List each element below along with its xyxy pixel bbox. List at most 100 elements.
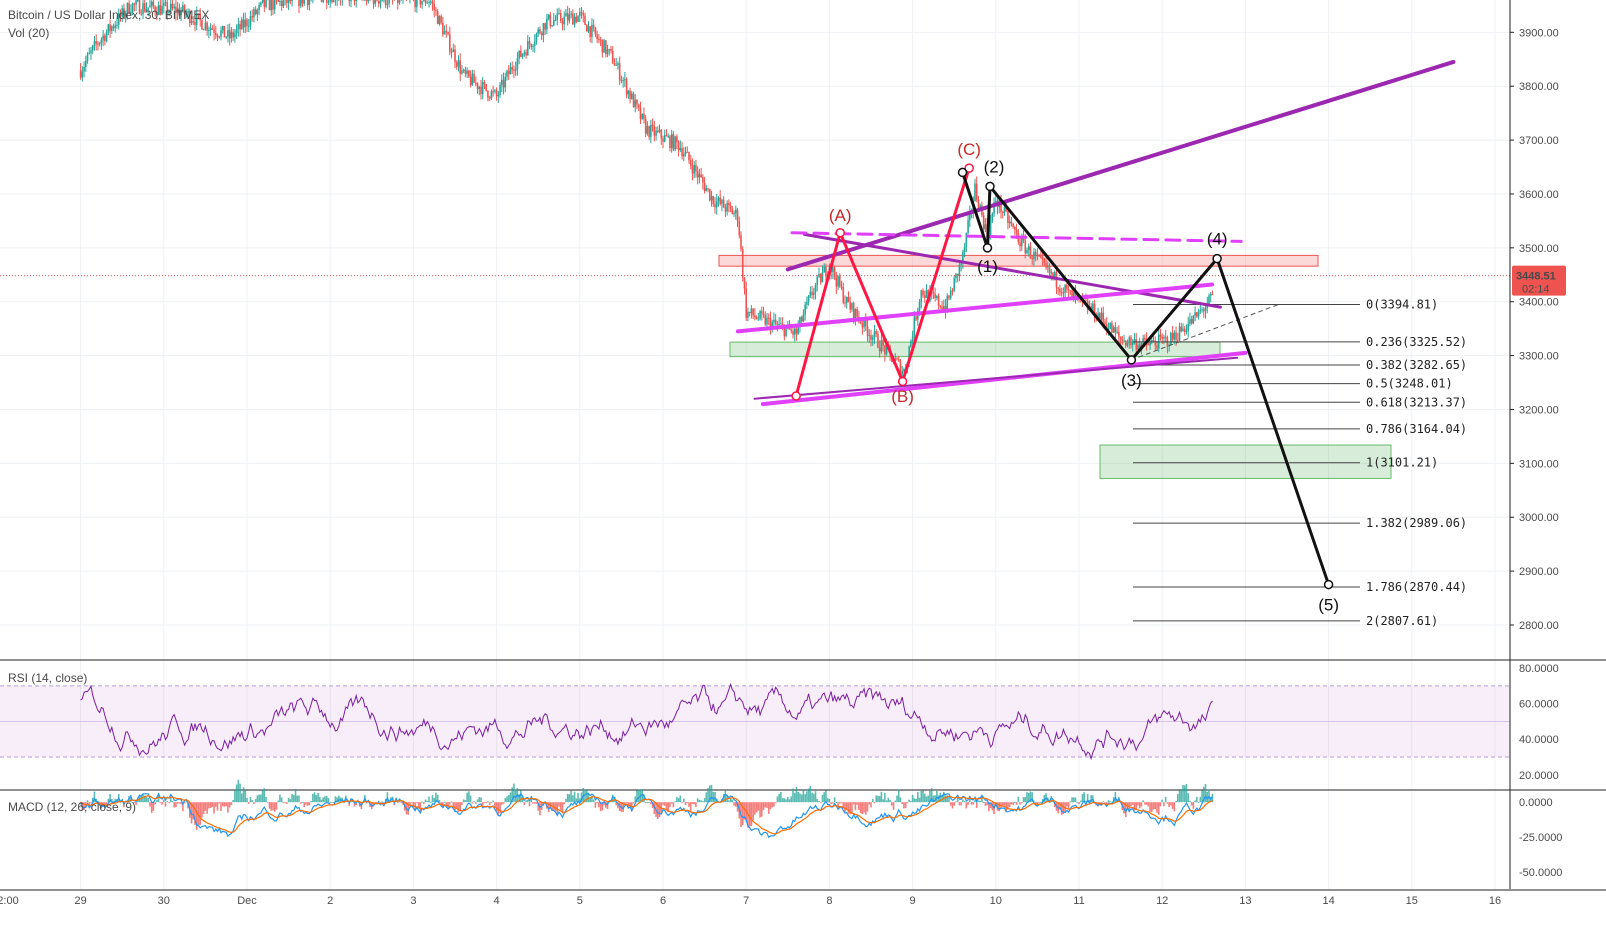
- macd-histogram-bar: [251, 800, 253, 802]
- candle-up: [250, 16, 252, 26]
- price-tick-label: 3800.00: [1519, 81, 1559, 93]
- macd-histogram-bar: [149, 802, 151, 806]
- candle-up: [388, 0, 390, 4]
- candle-down: [1063, 293, 1065, 294]
- macd-histogram-bar: [428, 796, 430, 802]
- candle-up: [874, 331, 876, 337]
- macd-histogram-bar: [914, 798, 916, 802]
- macd-histogram-bar: [810, 786, 812, 802]
- macd-histogram-bar: [693, 802, 695, 804]
- candle-down: [366, 0, 368, 1]
- candle-up: [498, 95, 500, 96]
- macd-histogram-bar: [924, 794, 926, 802]
- candle-down: [348, 0, 350, 1]
- time-tick-label: 8: [826, 895, 832, 907]
- macd-histogram-bar: [754, 802, 756, 814]
- fib-level-label: 0.786(3164.04): [1366, 422, 1467, 436]
- candle-down: [853, 303, 855, 319]
- candle-up: [421, 1, 423, 5]
- macd-histogram-bar: [771, 802, 773, 807]
- macd-histogram-bar: [307, 802, 309, 806]
- macd-histogram-bar: [250, 797, 252, 802]
- candle-up: [953, 278, 955, 291]
- candle-down: [1019, 242, 1021, 246]
- candle-up: [205, 23, 207, 30]
- macd-histogram-bar: [1068, 802, 1070, 808]
- candle-up: [461, 71, 463, 74]
- wave-pivot: [959, 168, 967, 176]
- macd-histogram-bar: [205, 802, 207, 811]
- macd-histogram-bar: [853, 802, 855, 804]
- candle-down: [877, 334, 879, 348]
- candle-up: [574, 17, 576, 25]
- candle-down: [246, 20, 248, 26]
- macd-histogram-bar: [948, 797, 950, 802]
- wave-label: (C): [957, 140, 981, 159]
- macd-histogram-bar: [290, 799, 292, 802]
- macd-histogram-bar: [570, 791, 572, 803]
- macd-histogram-bar: [491, 802, 493, 803]
- candle-up: [832, 267, 834, 272]
- macd-histogram-bar: [1151, 802, 1153, 812]
- candle-up: [766, 318, 768, 325]
- macd-histogram-bar: [475, 802, 477, 804]
- macd-histogram-bar: [633, 802, 635, 803]
- candle-down: [1111, 323, 1113, 333]
- macd-histogram-bar: [917, 792, 919, 802]
- macd-histogram-bar: [832, 802, 834, 803]
- candle-up: [472, 74, 474, 85]
- candle-up: [664, 135, 666, 141]
- macd-histogram-bar: [1142, 800, 1144, 802]
- candle-down: [820, 274, 822, 282]
- macd-histogram-bar: [846, 802, 848, 809]
- macd-histogram-bar: [953, 802, 955, 806]
- candle-up: [163, 3, 165, 6]
- candle-down: [690, 160, 692, 165]
- candle-up: [322, 0, 324, 2]
- macd-histogram-bar: [686, 802, 688, 803]
- macd-histogram-bar: [645, 802, 647, 803]
- candle-down: [841, 286, 843, 287]
- candle-down: [595, 27, 597, 34]
- candle-up: [504, 77, 506, 88]
- macd-histogram-bar: [964, 801, 966, 802]
- candle-up: [87, 54, 89, 61]
- candle-up: [1198, 311, 1200, 316]
- macd-histogram-bar: [707, 788, 709, 802]
- candle-down: [652, 125, 654, 126]
- macd-histogram-bar: [166, 801, 168, 802]
- macd-histogram-bar: [156, 800, 158, 802]
- macd-histogram-bar: [231, 802, 233, 805]
- candle-down: [702, 177, 704, 182]
- candle-down: [232, 32, 234, 37]
- candle-down: [660, 130, 662, 139]
- candle-down: [503, 80, 505, 88]
- candle-down: [485, 84, 487, 91]
- macd-histogram-bar: [688, 802, 690, 807]
- candle-up: [1004, 207, 1006, 213]
- macd-histogram-bar: [309, 802, 311, 805]
- candle-down: [414, 0, 416, 7]
- macd-histogram-bar: [1109, 801, 1111, 802]
- candle-down: [1007, 211, 1009, 223]
- candle-down: [1024, 240, 1026, 253]
- candle-up: [735, 210, 737, 213]
- macd-histogram-bar: [952, 802, 954, 808]
- candle-down: [629, 91, 631, 99]
- candle-up: [693, 165, 695, 174]
- candle-down: [640, 108, 642, 119]
- macd-histogram-bar: [1167, 802, 1169, 803]
- candle-up: [607, 49, 609, 54]
- candle-up: [758, 319, 760, 320]
- candle-down: [676, 136, 678, 142]
- candle-down: [446, 31, 448, 32]
- candle-up: [1064, 285, 1066, 293]
- macd-histogram-bar: [1024, 797, 1026, 802]
- candle-down: [470, 77, 472, 85]
- macd-histogram-bar: [147, 798, 149, 802]
- candle-up: [959, 265, 961, 276]
- rsi-tick-label: 60.0000: [1519, 699, 1559, 711]
- candle-down: [763, 313, 765, 314]
- macd-histogram-bar: [151, 802, 153, 813]
